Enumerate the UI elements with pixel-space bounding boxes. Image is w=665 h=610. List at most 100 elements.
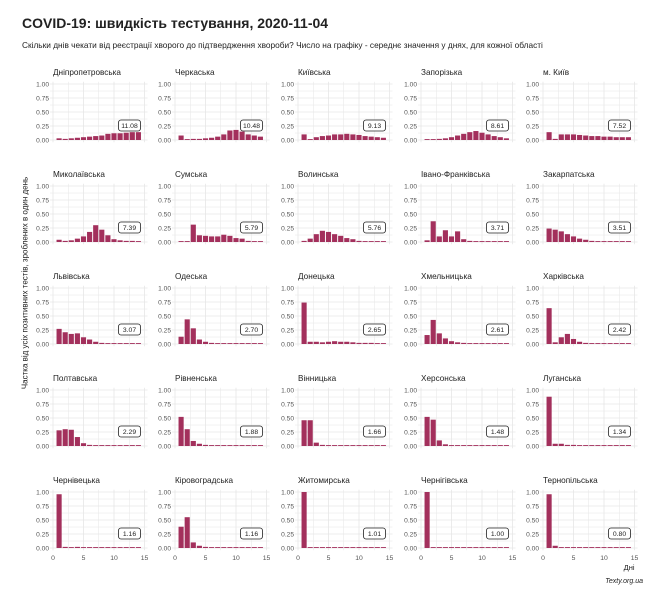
- bar: [184, 429, 190, 446]
- mean-label: 9.13: [368, 123, 381, 130]
- bar: [546, 396, 552, 446]
- y-tick-label: 0.75: [36, 300, 49, 307]
- bar: [202, 138, 209, 140]
- y-tick-label: 0.75: [36, 504, 49, 511]
- panel-title: Херсонська: [421, 374, 466, 383]
- bar: [215, 547, 221, 548]
- bar: [430, 547, 436, 548]
- chart-title: COVID-19: швидкість тестування, 2020-11-…: [22, 15, 329, 31]
- bar: [99, 445, 105, 446]
- bar: [564, 134, 570, 140]
- facet-panel: Одеська 0.00 0.25 0.50 0.75 1.00 2.70: [158, 272, 270, 349]
- bar: [245, 343, 251, 344]
- y-tick-label: 1.00: [158, 490, 171, 497]
- bar: [190, 224, 196, 242]
- bar: [93, 341, 99, 344]
- mean-label: 5.79: [245, 225, 258, 232]
- bar: [430, 419, 436, 446]
- bar: [123, 547, 129, 548]
- bar: [344, 133, 350, 140]
- bar: [589, 445, 595, 446]
- panel-title: Чернівецька: [53, 476, 100, 485]
- y-tick-label: 0.00: [281, 342, 294, 349]
- bar: [374, 547, 380, 548]
- bar: [350, 239, 356, 242]
- bar: [613, 445, 619, 446]
- bar: [380, 547, 386, 548]
- facet-panel: Сумська 0.00 0.25 0.50 0.75 1.00 5.79: [158, 170, 270, 247]
- bar: [257, 136, 263, 140]
- y-tick-label: 1.00: [404, 388, 417, 395]
- x-tick-label: 0: [541, 555, 545, 562]
- bar: [307, 547, 313, 548]
- bar: [93, 225, 99, 242]
- bar: [473, 131, 479, 140]
- mean-label: 2.42: [613, 327, 626, 334]
- y-tick-label: 1.00: [526, 490, 539, 497]
- bar: [257, 241, 263, 242]
- bar: [374, 137, 380, 140]
- panel-title: Полтавська: [53, 374, 98, 383]
- bar: [233, 547, 239, 548]
- y-tick-label: 0.75: [281, 300, 294, 307]
- y-tick-label: 0.00: [36, 342, 49, 349]
- y-tick-label: 0.25: [404, 328, 417, 335]
- bar: [202, 341, 209, 344]
- bar: [601, 547, 607, 548]
- bar: [461, 445, 467, 446]
- bar: [319, 444, 325, 446]
- facet-panel: Житомирська 0.00 0.25 0.50 0.75 1.00 1.01 0 5 10 1…: [281, 476, 393, 562]
- y-tick-label: 0.50: [281, 212, 294, 219]
- bar: [245, 134, 251, 140]
- bar: [105, 235, 111, 242]
- bar: [123, 240, 129, 242]
- y-tick-label: 0.50: [36, 212, 49, 219]
- bar: [491, 547, 497, 548]
- bar: [56, 138, 62, 140]
- bar: [227, 547, 233, 548]
- bar: [467, 445, 473, 446]
- bar: [356, 134, 362, 140]
- bar: [93, 547, 99, 548]
- bar: [257, 445, 263, 446]
- bar: [356, 547, 362, 548]
- bar: [178, 336, 184, 344]
- source-credit: Texty.org.ua: [605, 578, 643, 585]
- bar: [356, 445, 362, 446]
- y-tick-label: 0.00: [36, 138, 49, 145]
- facet-panel: Чернігівська 0.00 0.25 0.50 0.75 1.00 1.00 0 5 10…: [404, 476, 516, 562]
- x-tick-label: 0: [419, 555, 423, 562]
- bar: [436, 236, 442, 242]
- bar: [350, 547, 356, 548]
- bar: [111, 343, 117, 344]
- bar: [62, 546, 68, 548]
- mean-label-box: [363, 119, 386, 132]
- panel-title: Кіровоградська: [175, 476, 233, 485]
- bar: [589, 240, 595, 242]
- bar: [436, 547, 442, 548]
- bar: [190, 440, 196, 446]
- y-tick-label: 0.00: [526, 138, 539, 145]
- y-tick-label: 0.75: [404, 198, 417, 205]
- y-tick-label: 1.00: [158, 82, 171, 89]
- facet-panel: Миколаївська 0.00 0.25 0.50 0.75 1.00 7.39: [36, 170, 148, 247]
- x-tick-label: 5: [327, 555, 331, 562]
- mean-label-box: [118, 323, 141, 336]
- bar: [178, 135, 184, 140]
- bar: [546, 308, 552, 344]
- bar: [196, 443, 202, 446]
- bar: [301, 240, 307, 242]
- bar: [577, 547, 583, 548]
- bar: [448, 547, 455, 548]
- bar: [558, 547, 564, 548]
- mean-label-box: [486, 425, 509, 438]
- bar: [135, 547, 141, 548]
- x-tick-label: 15: [509, 555, 517, 562]
- bar: [215, 445, 221, 446]
- bar: [558, 134, 564, 140]
- y-tick-label: 1.00: [36, 184, 49, 191]
- bar: [558, 337, 564, 344]
- panel-title: Тернопільська: [543, 476, 598, 485]
- bar: [491, 241, 497, 242]
- bar: [56, 430, 62, 446]
